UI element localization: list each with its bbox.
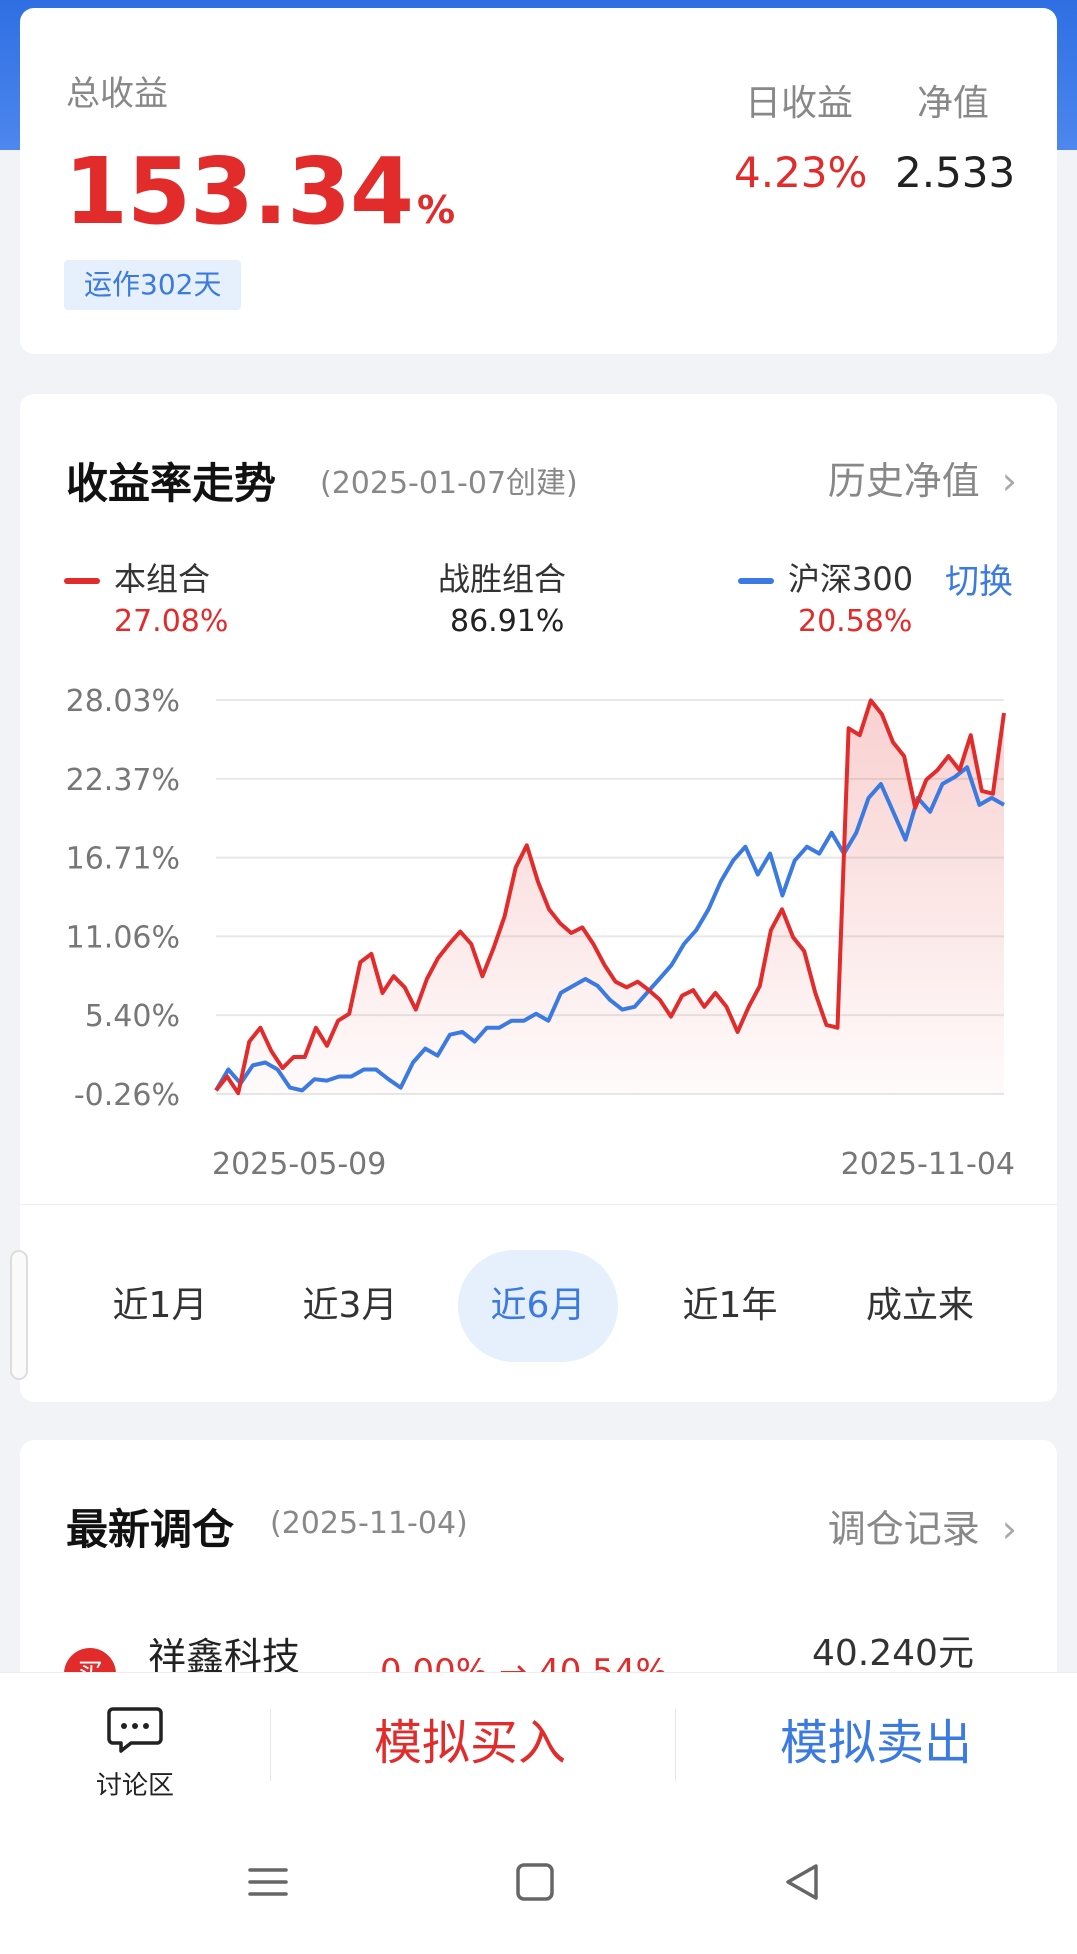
series-line-hs300 <box>214 765 1005 1093</box>
scroll-handle[interactable] <box>10 1250 28 1380</box>
separator <box>270 1709 271 1781</box>
legend-portfolio-name: 本组合 <box>114 560 211 598</box>
home-icon[interactable] <box>505 1852 565 1912</box>
y-tick-label: 22.37% <box>66 763 180 798</box>
legend-red-line-icon <box>64 578 100 584</box>
stock-price: 40.240元 <box>812 1633 974 1674</box>
history-nav-link[interactable]: 历史净值 › <box>828 450 1017 505</box>
trend-card: 收益率走势 (2025-01-07创建) 历史净值 › 本组合 27.08% 战… <box>20 394 1057 1402</box>
total-return-unit: % <box>417 188 456 232</box>
tab-3-months[interactable]: 近3月 <box>302 1285 398 1326</box>
discussion-label: 讨论区 <box>95 1771 174 1801</box>
discussion-button[interactable]: 讨论区 <box>80 1705 190 1802</box>
stock-name[interactable]: 祥鑫科技 <box>148 1635 301 1679</box>
switch-benchmark-link[interactable]: 切换 <box>945 562 1013 602</box>
chevron-right-icon: › <box>1001 1507 1017 1551</box>
legend-beat-value: 86.91% <box>450 604 565 639</box>
trend-title: 收益率走势 <box>66 459 277 508</box>
series-area-portfolio <box>216 700 1004 1094</box>
history-nav-label: 历史净值 <box>827 459 980 503</box>
chevron-right-icon: › <box>1001 459 1017 503</box>
menu-icon[interactable] <box>238 1852 298 1912</box>
summary-card: 总收益 153.34% 运作302天 日收益 净值 4.23% 2.533 <box>20 8 1057 354</box>
system-nav-bar <box>0 1812 1077 1954</box>
daily-return-value: 4.23% <box>734 148 868 197</box>
trend-created-date: (2025-01-07创建) <box>320 466 578 501</box>
y-tick-label: 16.71% <box>66 842 180 877</box>
back-icon[interactable] <box>772 1852 832 1912</box>
legend-index: 沪深300 <box>738 554 913 600</box>
y-tick-label: 28.03% <box>66 684 180 719</box>
rebalance-record-link[interactable]: 调仓记录 › <box>828 1498 1017 1553</box>
rebalance-date: (2025-11-04) <box>270 1506 468 1541</box>
tab-1-month[interactable]: 近1月 <box>112 1285 208 1326</box>
nav-value: 2.533 <box>895 148 1016 197</box>
tab-since-inception[interactable]: 成立来 <box>865 1285 974 1326</box>
total-return-value: 153.34% <box>64 138 455 245</box>
y-tick-label: 5.40% <box>85 999 180 1034</box>
simulate-sell-button[interactable]: 模拟卖出 <box>779 1715 972 1771</box>
rebalance-record-label: 调仓记录 <box>827 1507 980 1551</box>
tab-1-year[interactable]: 近1年 <box>682 1285 778 1326</box>
range-tabs: 近1月 近3月 近6月 近1年 成立来 <box>20 1250 1057 1362</box>
daily-return-label: 日收益 <box>745 83 854 124</box>
legend-index-value: 20.58% <box>798 604 913 639</box>
total-return-label: 总收益 <box>66 74 168 114</box>
total-return-number: 153.34 <box>64 138 414 245</box>
x-tick-end: 2025-11-04 <box>841 1147 1015 1182</box>
legend-portfolio: 本组合 <box>64 554 210 600</box>
x-tick-start: 2025-05-09 <box>212 1147 386 1182</box>
y-tick-label: -0.26% <box>74 1078 180 1113</box>
legend-index-name: 沪深300 <box>788 560 914 598</box>
y-tick-label: 11.06% <box>66 920 180 955</box>
legend-portfolio-value: 27.08% <box>114 604 229 639</box>
tab-6-months[interactable]: 近6月 <box>458 1250 618 1362</box>
nav-label: 净值 <box>917 83 990 124</box>
bottom-action-bar: 讨论区 模拟买入 模拟卖出 <box>0 1672 1077 1812</box>
return-trend-chart[interactable]: 28.03% 22.37% 16.71% 11.06% 5.40% -0.26% 2025… <box>20 654 1057 1194</box>
series-line-portfolio <box>214 698 1006 1096</box>
run-days-badge: 运作302天 <box>64 260 242 310</box>
chat-bubble-icon <box>107 1707 163 1753</box>
legend-blue-line-icon <box>738 578 774 584</box>
separator <box>675 1709 676 1781</box>
simulate-buy-button[interactable]: 模拟买入 <box>373 1715 566 1771</box>
legend-beat: 战胜组合 <box>438 554 566 600</box>
rebalance-title: 最新调仓 <box>66 1505 235 1554</box>
legend-beat-name: 战胜组合 <box>438 560 567 598</box>
chart-divider <box>20 1204 1057 1205</box>
